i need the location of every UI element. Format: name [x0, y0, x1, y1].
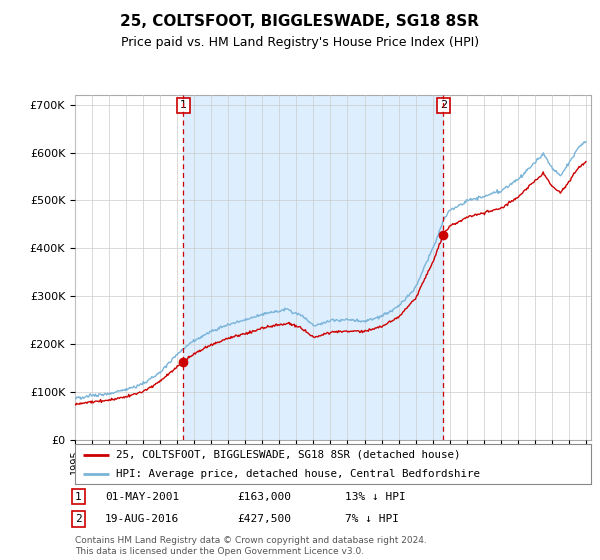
Text: 13% ↓ HPI: 13% ↓ HPI: [345, 492, 406, 502]
Text: 25, COLTSFOOT, BIGGLESWADE, SG18 8SR: 25, COLTSFOOT, BIGGLESWADE, SG18 8SR: [121, 14, 479, 29]
Text: 1: 1: [75, 492, 82, 502]
Bar: [184, 95, 443, 440]
Text: 1: 1: [180, 100, 187, 110]
Text: Price paid vs. HM Land Registry's House Price Index (HPI): Price paid vs. HM Land Registry's House …: [121, 36, 479, 49]
Text: Contains HM Land Registry data © Crown copyright and database right 2024.
This d: Contains HM Land Registry data © Crown c…: [75, 536, 427, 556]
Text: 2: 2: [440, 100, 447, 110]
Text: 01-MAY-2001: 01-MAY-2001: [105, 492, 179, 502]
Text: 19-AUG-2016: 19-AUG-2016: [105, 514, 179, 524]
Text: £163,000: £163,000: [237, 492, 291, 502]
Text: 7% ↓ HPI: 7% ↓ HPI: [345, 514, 399, 524]
Text: £427,500: £427,500: [237, 514, 291, 524]
Text: HPI: Average price, detached house, Central Bedfordshire: HPI: Average price, detached house, Cent…: [116, 469, 480, 478]
Text: 25, COLTSFOOT, BIGGLESWADE, SG18 8SR (detached house): 25, COLTSFOOT, BIGGLESWADE, SG18 8SR (de…: [116, 450, 461, 460]
Text: 2: 2: [75, 514, 82, 524]
